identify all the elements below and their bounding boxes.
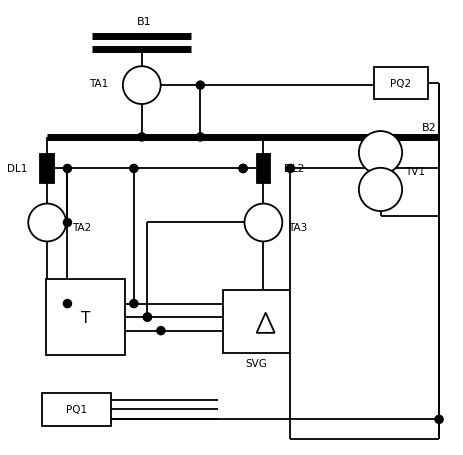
Circle shape (130, 165, 138, 173)
Text: PQ2: PQ2 (390, 79, 411, 89)
Circle shape (123, 67, 161, 105)
Circle shape (244, 204, 282, 242)
Text: DL2: DL2 (284, 164, 304, 174)
Circle shape (196, 82, 204, 90)
Circle shape (239, 165, 247, 173)
Circle shape (157, 327, 165, 335)
Bar (42, 393, 112, 426)
Text: TA1: TA1 (89, 79, 108, 89)
Circle shape (239, 165, 247, 173)
Circle shape (144, 313, 151, 321)
Text: B2: B2 (422, 123, 437, 133)
Circle shape (28, 204, 66, 242)
Circle shape (359, 132, 402, 175)
Text: PQ1: PQ1 (66, 404, 87, 415)
Text: TA3: TA3 (288, 222, 307, 233)
Circle shape (130, 300, 138, 308)
Bar (46, 279, 125, 356)
Text: TV1: TV1 (405, 167, 425, 177)
Circle shape (435, 415, 443, 424)
Circle shape (63, 219, 71, 227)
Polygon shape (257, 313, 275, 333)
Circle shape (63, 300, 71, 308)
Circle shape (138, 134, 146, 142)
Bar (223, 290, 290, 354)
Text: B1: B1 (137, 17, 151, 27)
Text: TA2: TA2 (72, 222, 91, 233)
Circle shape (196, 134, 204, 142)
Bar (40, 154, 54, 184)
Circle shape (63, 165, 71, 173)
Circle shape (144, 313, 151, 321)
Bar (374, 68, 428, 99)
Bar (257, 154, 270, 184)
Text: DL1: DL1 (6, 164, 27, 174)
Circle shape (286, 165, 294, 173)
Text: T: T (81, 310, 90, 325)
Circle shape (359, 168, 402, 212)
Text: SVG: SVG (246, 358, 268, 368)
